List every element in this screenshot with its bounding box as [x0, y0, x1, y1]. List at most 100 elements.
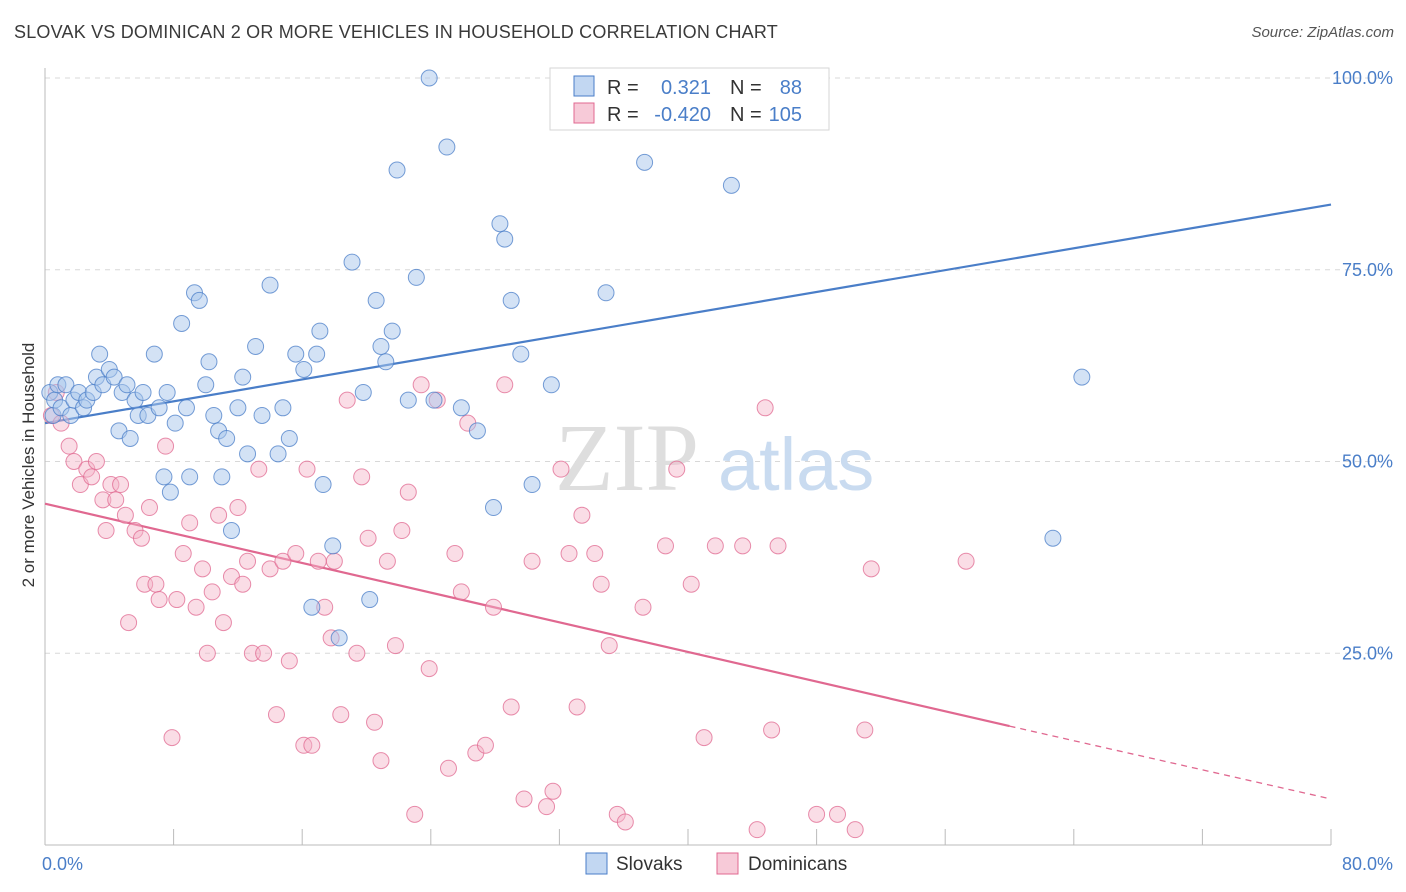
legend-n-label-2: N = — [730, 104, 762, 126]
slovaks-point-37 — [200, 353, 218, 371]
slovaks-point-73 — [452, 399, 470, 417]
slovaks-point-46 — [247, 337, 265, 355]
source-credit: Source: ZipAtlas.com — [1251, 24, 1394, 41]
slovaks-point-55 — [308, 345, 326, 363]
dominicans-point-86 — [600, 637, 618, 655]
slovaks-point-57 — [314, 476, 332, 494]
dominicans-point-51 — [325, 552, 343, 570]
slovaks-point-48 — [261, 276, 279, 294]
slovaks-point-30 — [166, 414, 184, 432]
dominicans-point-38 — [250, 460, 268, 478]
slovaks-point-88 — [1073, 368, 1091, 386]
dominicans-point-90 — [656, 537, 674, 555]
slovaks-point-27 — [155, 468, 173, 486]
slovaks-point-47 — [253, 406, 271, 424]
slovaks-point-38 — [205, 406, 223, 424]
slovaks-point-64 — [372, 337, 390, 355]
dominicans-point-26 — [181, 514, 199, 532]
dominicans-point-74 — [496, 376, 514, 394]
dominicans-point-56 — [359, 529, 377, 547]
dominicans-point-89 — [634, 598, 652, 616]
y-tick-label-50: 50.0% — [1342, 452, 1393, 472]
legend-n-value-2: 105 — [769, 104, 802, 126]
dominicans-point-104 — [862, 560, 880, 578]
slovaks-point-5 — [57, 376, 75, 394]
dominicans-point-69 — [452, 583, 470, 601]
bottom-legend-label-slovaks: Slovaks — [616, 854, 683, 875]
dominicans-point-105 — [957, 552, 975, 570]
slovaks-point-61 — [354, 383, 372, 401]
slovaks-point-33 — [181, 468, 199, 486]
slovaks-point-69 — [407, 268, 425, 286]
dominicans-point-30 — [203, 583, 221, 601]
dominicans-point-52 — [332, 706, 350, 724]
trend-lines — [44, 203, 1332, 800]
dominicans-point-79 — [544, 782, 562, 800]
slovaks-point-44 — [234, 368, 252, 386]
slovaks-point-32 — [177, 399, 195, 417]
dominicans-point-82 — [568, 698, 586, 716]
slovaks-point-41 — [218, 429, 236, 447]
legend-swatch-dominicans — [573, 102, 595, 124]
dominicans-trend-extension — [1009, 725, 1332, 800]
dominicans-point-76 — [515, 790, 533, 808]
dominicans-point-93 — [695, 729, 713, 747]
dominicans-point-97 — [756, 399, 774, 417]
slovaks-point-16 — [105, 368, 123, 386]
bottom-legend-swatch-dominicans — [716, 852, 739, 875]
bottom-legend-label-dominicans: Dominicans — [748, 854, 847, 875]
x-tick-label-0: 0.0% — [42, 854, 83, 874]
axes — [44, 68, 1332, 846]
dominicans-point-13 — [112, 476, 130, 494]
dominicans-point-22 — [157, 437, 175, 455]
slovaks-point-71 — [425, 391, 443, 409]
slovaks-point-36 — [197, 376, 215, 394]
dominicans-point-35 — [234, 575, 252, 593]
legend-r-value-2: -0.420 — [654, 104, 711, 126]
dominicans-point-72 — [476, 736, 494, 754]
watermark: ZIP atlas — [555, 404, 874, 511]
slovaks-point-54 — [303, 598, 321, 616]
slovaks-point-53 — [295, 360, 313, 378]
dominicans-point-103 — [856, 721, 874, 739]
dominicans-point-3 — [60, 437, 78, 455]
dominicans-point-101 — [828, 805, 846, 823]
x-tick-label-80: 80.0% — [1342, 854, 1393, 874]
slovaks-point-35 — [190, 291, 208, 309]
slovaks-point-81 — [542, 376, 560, 394]
dominicans-point-21 — [150, 591, 168, 609]
legend-r-label-1: R = — [607, 77, 639, 99]
dominicans-point-65 — [420, 660, 438, 678]
dominicans-point-48 — [309, 552, 327, 570]
dominicans-point-85 — [592, 575, 610, 593]
dominicans-point-80 — [552, 460, 570, 478]
slovaks-point-25 — [145, 345, 163, 363]
watermark-atlas: atlas — [718, 423, 874, 506]
slovaks-point-56 — [311, 322, 329, 340]
slovaks-point-23 — [134, 383, 152, 401]
slovaks-point-68 — [399, 391, 417, 409]
slovaks-point-43 — [229, 399, 247, 417]
slovaks-point-62 — [361, 591, 379, 609]
slovaks-point-77 — [496, 230, 514, 248]
dominicans-point-57 — [366, 713, 384, 731]
dominicans-point-58 — [372, 752, 390, 770]
legend-box — [549, 67, 830, 131]
slovaks-point-59 — [330, 629, 348, 647]
slovaks-point-49 — [269, 445, 287, 463]
slovaks-point-28 — [158, 383, 176, 401]
slovaks-points — [41, 69, 1091, 647]
gridlines — [45, 77, 1381, 654]
slovaks-point-20 — [121, 429, 139, 447]
slovaks-point-82 — [597, 284, 615, 302]
dominicans-point-60 — [386, 637, 404, 655]
slovaks-point-66 — [383, 322, 401, 340]
slovaks-point-58 — [324, 537, 342, 555]
dominicans-point-91 — [668, 460, 686, 478]
bottom-legend-swatch-slovaks — [585, 852, 608, 875]
slovaks-point-50 — [274, 399, 292, 417]
dominicans-point-84 — [586, 545, 604, 563]
dominicans-point-41 — [267, 706, 285, 724]
chart-title: SLOVAK VS DOMINICAN 2 OR MORE VEHICLES I… — [14, 22, 778, 42]
